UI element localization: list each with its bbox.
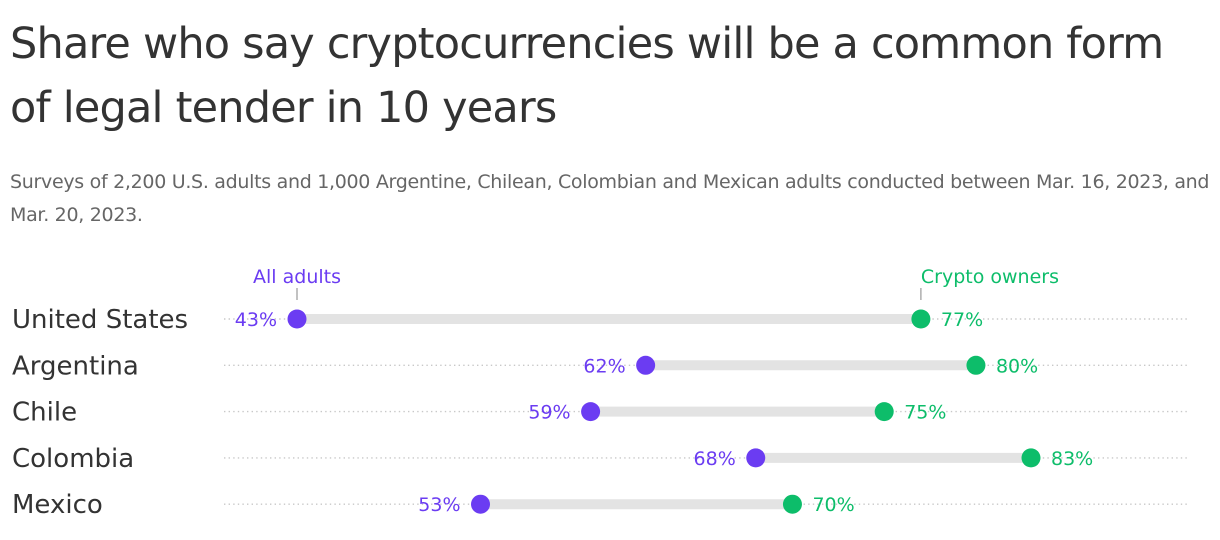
- chart-rows: United States 43% 77% Argentina 62% 80% Chile 5…: [12, 305, 1190, 520]
- chart-row: United States 43% 77%: [12, 305, 1190, 335]
- legend-crypto-owners: Crypto owners: [921, 266, 1059, 288]
- all-adults-dot: [636, 355, 656, 375]
- all-adults-dot: [287, 309, 307, 329]
- crypto-owners-value-label: 75%: [904, 402, 946, 424]
- crypto-owners-value-label: 83%: [1051, 448, 1093, 470]
- dumbbell-chart: All adults Crypto owners United States 43%…: [12, 266, 1190, 520]
- row-label: Colombia: [12, 444, 134, 474]
- legend-all-adults: All adults: [253, 266, 341, 288]
- crypto-owners-value-label: 70%: [812, 494, 854, 516]
- chart-subtitle: Surveys of 2,200 U.S. adults and 1,000 A…: [10, 171, 1210, 226]
- crypto-owners-value-label: 77%: [941, 309, 983, 331]
- crypto-owners-dot: [782, 494, 802, 514]
- all-adults-value-label: 53%: [418, 494, 460, 516]
- all-adults-dot: [471, 494, 490, 514]
- crypto-owners-value-label: 80%: [996, 355, 1038, 377]
- chart-row: Chile 59% 75%: [12, 398, 1190, 428]
- chart-title: Share who say cryptocurrencies will be a…: [10, 19, 1164, 133]
- chart-row: Mexico 53% 70%: [12, 490, 1190, 520]
- all-adults-dot: [746, 448, 766, 468]
- chart-legend: All adults Crypto owners: [253, 266, 1059, 300]
- row-label: Mexico: [12, 490, 103, 520]
- row-label: United States: [12, 305, 188, 335]
- crypto-owners-dot: [1021, 448, 1041, 468]
- row-label: Chile: [12, 398, 77, 428]
- chart-row: Colombia 68% 83%: [12, 444, 1190, 474]
- crypto-owners-dot: [911, 309, 931, 329]
- all-adults-dot: [581, 402, 601, 422]
- row-label: Argentina: [12, 351, 139, 381]
- all-adults-value-label: 68%: [694, 448, 736, 470]
- all-adults-value-label: 59%: [528, 402, 570, 424]
- crypto-owners-dot: [874, 402, 894, 422]
- all-adults-value-label: 43%: [235, 309, 277, 331]
- crypto-owners-dot: [966, 355, 986, 375]
- all-adults-value-label: 62%: [583, 355, 625, 377]
- chart-row: Argentina 62% 80%: [12, 351, 1190, 381]
